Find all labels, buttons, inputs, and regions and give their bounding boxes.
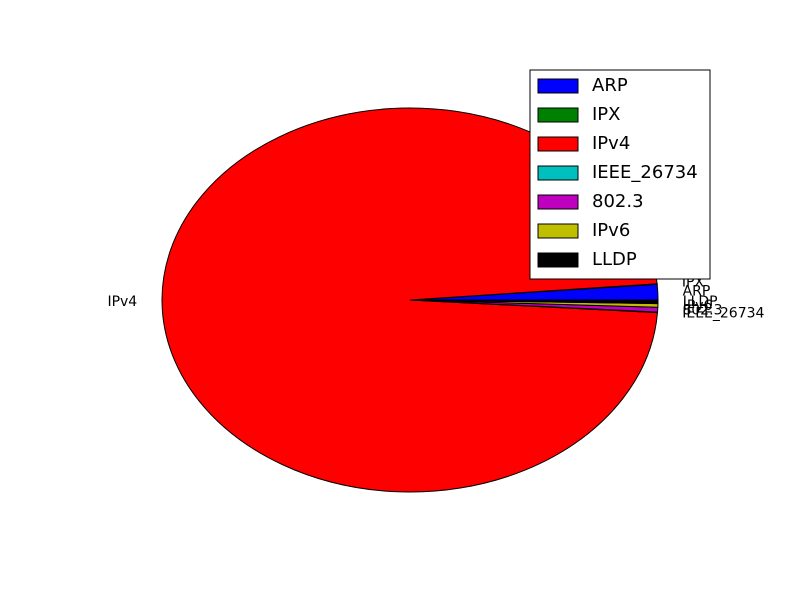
legend-label-ieee-26734: IEEE_26734 [592,162,698,183]
slice-label-ieee-26734: IEEE_26734 [682,306,764,322]
legend: ARP IPX IPv4 IEEE_26734 802.3 IPv6 LLDP [529,69,711,280]
legend-swatch-lldp [537,252,579,268]
legend-label-ipx: IPX [592,104,621,125]
slice-label-ipv4: IPv4 [107,294,137,310]
legend-label-802-3: 802.3 [592,191,644,212]
legend-label-arp: ARP [592,75,628,96]
slice-label-802-3: 802.3 [682,303,722,319]
legend-swatch-ieee-26734 [537,165,579,181]
slice-label-lldp: LLDP [683,294,718,310]
legend-swatch-ipv6 [537,223,579,239]
legend-swatch-ipx [537,107,579,123]
legend-swatch-arp [537,78,579,94]
pie-slice-lldp [409,299,659,305]
legend-label-ipv4: IPv4 [592,133,630,154]
slice-label-arp: ARP [683,283,711,299]
legend-swatch-802-3 [537,194,579,210]
slice-label-ipv6: IPv6 [683,298,713,314]
legend-label-ipv6: IPv6 [592,220,630,241]
legend-swatch-ipv4 [537,136,579,152]
legend-label-lldp: LLDP [592,249,637,270]
